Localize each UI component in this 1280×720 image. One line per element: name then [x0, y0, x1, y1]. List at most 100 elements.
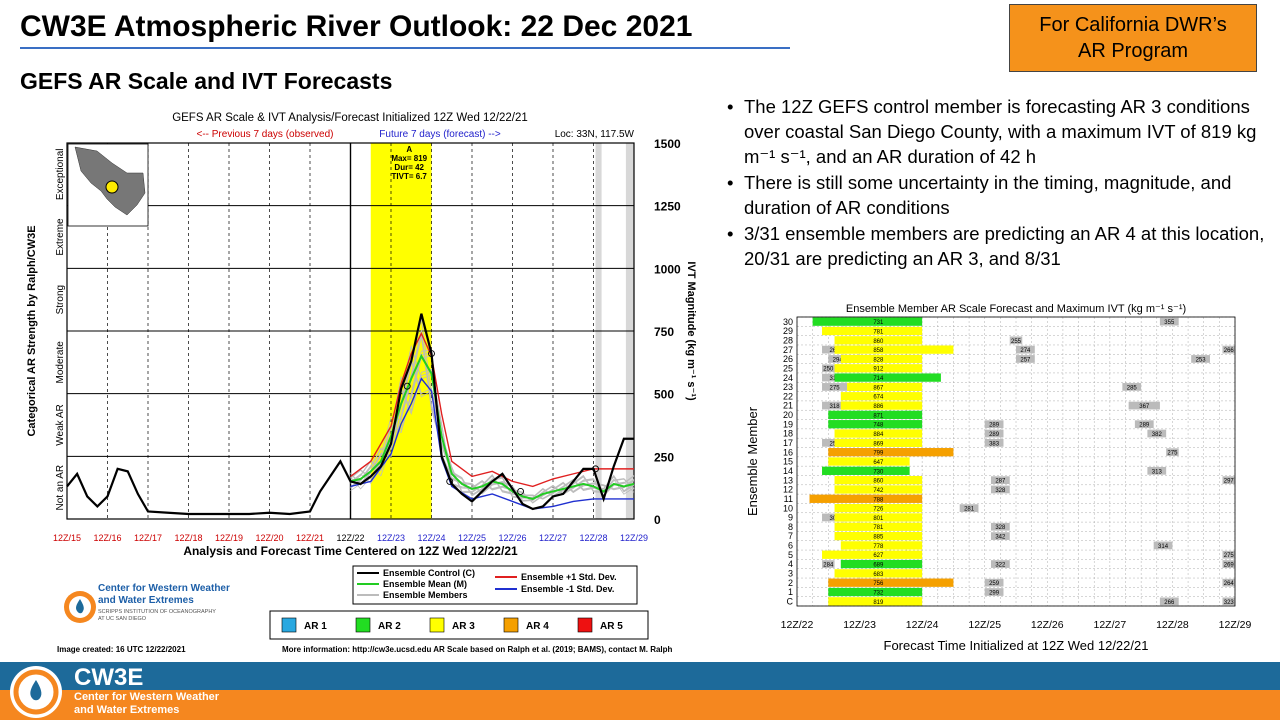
minor-ar-bar [822, 383, 848, 391]
ar-annotation-tivt: TIVT= 6.7 [392, 172, 428, 181]
ensemble-member-line [350, 318, 635, 500]
minor-ar-bar [1222, 476, 1235, 485]
minor-ar-bar [990, 485, 1010, 494]
member-label: 1 [788, 587, 793, 597]
minor-ar-bar [822, 364, 835, 373]
ar-legend-label: AR 1 [304, 621, 327, 632]
ar-scale-ivt-panel: GEFS AR Scale & IVT Analysis/Forecast In… [20, 105, 700, 665]
member-label: 6 [788, 541, 793, 551]
minor-ar-bar [984, 420, 1004, 429]
minor-ar-bar [1222, 550, 1235, 559]
minor-ar-ivt-label: 250 [823, 367, 834, 373]
ensemble-chart-title: Ensemble Member AR Scale Forecast and Ma… [846, 303, 1186, 315]
plus-std-line [350, 331, 634, 488]
member-ar-bar [822, 466, 910, 475]
category-label: Weak AR [55, 404, 66, 446]
x-tick-label: 12Z/20 [255, 533, 283, 543]
member-max-ivt-label: 884 [873, 432, 884, 438]
minor-ar-bar [1191, 355, 1210, 363]
legend-label: Ensemble +1 Std. Dev. [521, 572, 617, 582]
minor-ar-bar [828, 355, 848, 363]
bullet-list: The 12Z GEFS control member is forecasti… [727, 94, 1272, 272]
minor-ar-bar [990, 522, 1010, 531]
minor-ar-bar [984, 429, 1004, 438]
member-label: 24 [783, 373, 793, 383]
x-tick-label: 12Z/24 [417, 533, 445, 543]
program-line-2: AR Program [1077, 40, 1189, 62]
member-max-ivt-label: 742 [873, 488, 884, 494]
x-tick-label: 12Z/22 [336, 533, 364, 543]
member-ar-bar [828, 420, 923, 429]
member-ar-bar [812, 317, 923, 326]
member-max-ivt-label: 674 [873, 395, 884, 401]
ar-start-end-marker [517, 487, 525, 495]
member-label: 3 [788, 569, 793, 579]
minor-ar-ivt-label: 289 [989, 432, 1000, 438]
legend-label: Ensemble Members [383, 590, 468, 600]
member-max-ivt-label: 788 [873, 497, 884, 503]
minor-ar-ivt-label: 328 [995, 525, 1006, 531]
footer-orange-band [0, 690, 1280, 720]
member-ar-bar [840, 392, 923, 401]
ar-start-end-marker [403, 382, 411, 390]
title-underline [20, 47, 790, 49]
member-max-ivt-label: 647 [873, 460, 884, 466]
member-ar-bar [834, 522, 923, 531]
footer-bar: CW3E Center for Western Weather and Wate… [0, 662, 1280, 720]
minor-ar-bar [822, 401, 848, 410]
minor-ar-ivt-label: 322 [995, 563, 1006, 569]
ensemble-member-line [350, 352, 635, 502]
category-label: Moderate [55, 341, 66, 384]
member-label: 8 [788, 522, 793, 532]
member-label: 18 [783, 429, 793, 439]
logo-line-3: SCRIPPS INSTITUTION OF OCEANOGRAPHY [98, 609, 216, 615]
location-marker-icon [105, 180, 119, 194]
x-tick-label: 12Z/19 [215, 533, 243, 543]
minor-ar-ivt-label: 367 [1139, 404, 1150, 410]
x-tick-label: 12Z/28 [579, 533, 607, 543]
ar-start-end-marker [428, 350, 435, 358]
minor-ar-ivt-label: 257 [1020, 357, 1031, 363]
member-max-ivt-label: 858 [873, 348, 884, 354]
footer-org-line-1: Center for Western Weather [74, 691, 220, 703]
minor-ar-ivt-label: 255 [1011, 339, 1022, 345]
minor-ar-bar [1153, 541, 1173, 550]
ensemble-member-line [350, 355, 635, 502]
footer-logo-icon [10, 666, 62, 718]
member-ar-bar [822, 326, 923, 336]
minor-ar-bar [984, 588, 1004, 596]
y-tick-label: 1250 [654, 200, 681, 214]
member-ar-bar [834, 513, 923, 522]
member-label: 27 [783, 345, 793, 355]
footer-blue-band [0, 662, 1280, 690]
member-label: 17 [783, 438, 793, 448]
observed-label: <-- Previous 7 days (observed) [196, 129, 333, 140]
minor-ar-bar [1147, 429, 1167, 438]
minor-ar-bar [1222, 345, 1235, 354]
x-tick-label: 12Z/26 [498, 533, 526, 543]
minor-ar-ivt-label: 299 [989, 590, 1000, 596]
member-label: 21 [783, 401, 793, 411]
member-max-ivt-label: 748 [873, 423, 884, 429]
minor-ar-bar [1147, 466, 1167, 475]
ar-start-end-marker [446, 477, 454, 485]
legend-label: Ensemble -1 Std. Dev. [521, 584, 614, 594]
minor-ar-ivt-label: 314 [1158, 544, 1169, 550]
member-ar-bar [847, 382, 923, 392]
category-label: Exceptional [55, 148, 66, 200]
ar-legend-swatch [429, 617, 445, 633]
member-ar-bar [834, 336, 923, 345]
member-max-ivt-label: 860 [873, 479, 884, 485]
member-label: 25 [783, 363, 793, 373]
logo-name: Center for Western Weather and Water Ext… [98, 583, 238, 607]
member-max-ivt-label: 726 [873, 507, 884, 513]
ensemble-member-chart: Ensemble Member AR Scale Forecast and Ma… [745, 303, 1251, 653]
ensemble-x-tick-label: 12Z/24 [906, 619, 939, 631]
ensemble-x-tick-label: 12Z/26 [1031, 619, 1064, 631]
slide-subtitle: GEFS AR Scale and IVT Forecasts [20, 68, 393, 94]
member-label: 15 [783, 457, 793, 467]
legend-label: Ensemble Mean (M) [383, 579, 467, 589]
minor-ar-ivt-label: 285 [1127, 385, 1138, 391]
plot-frame [66, 142, 635, 520]
member-max-ivt-label: 801 [873, 516, 884, 522]
